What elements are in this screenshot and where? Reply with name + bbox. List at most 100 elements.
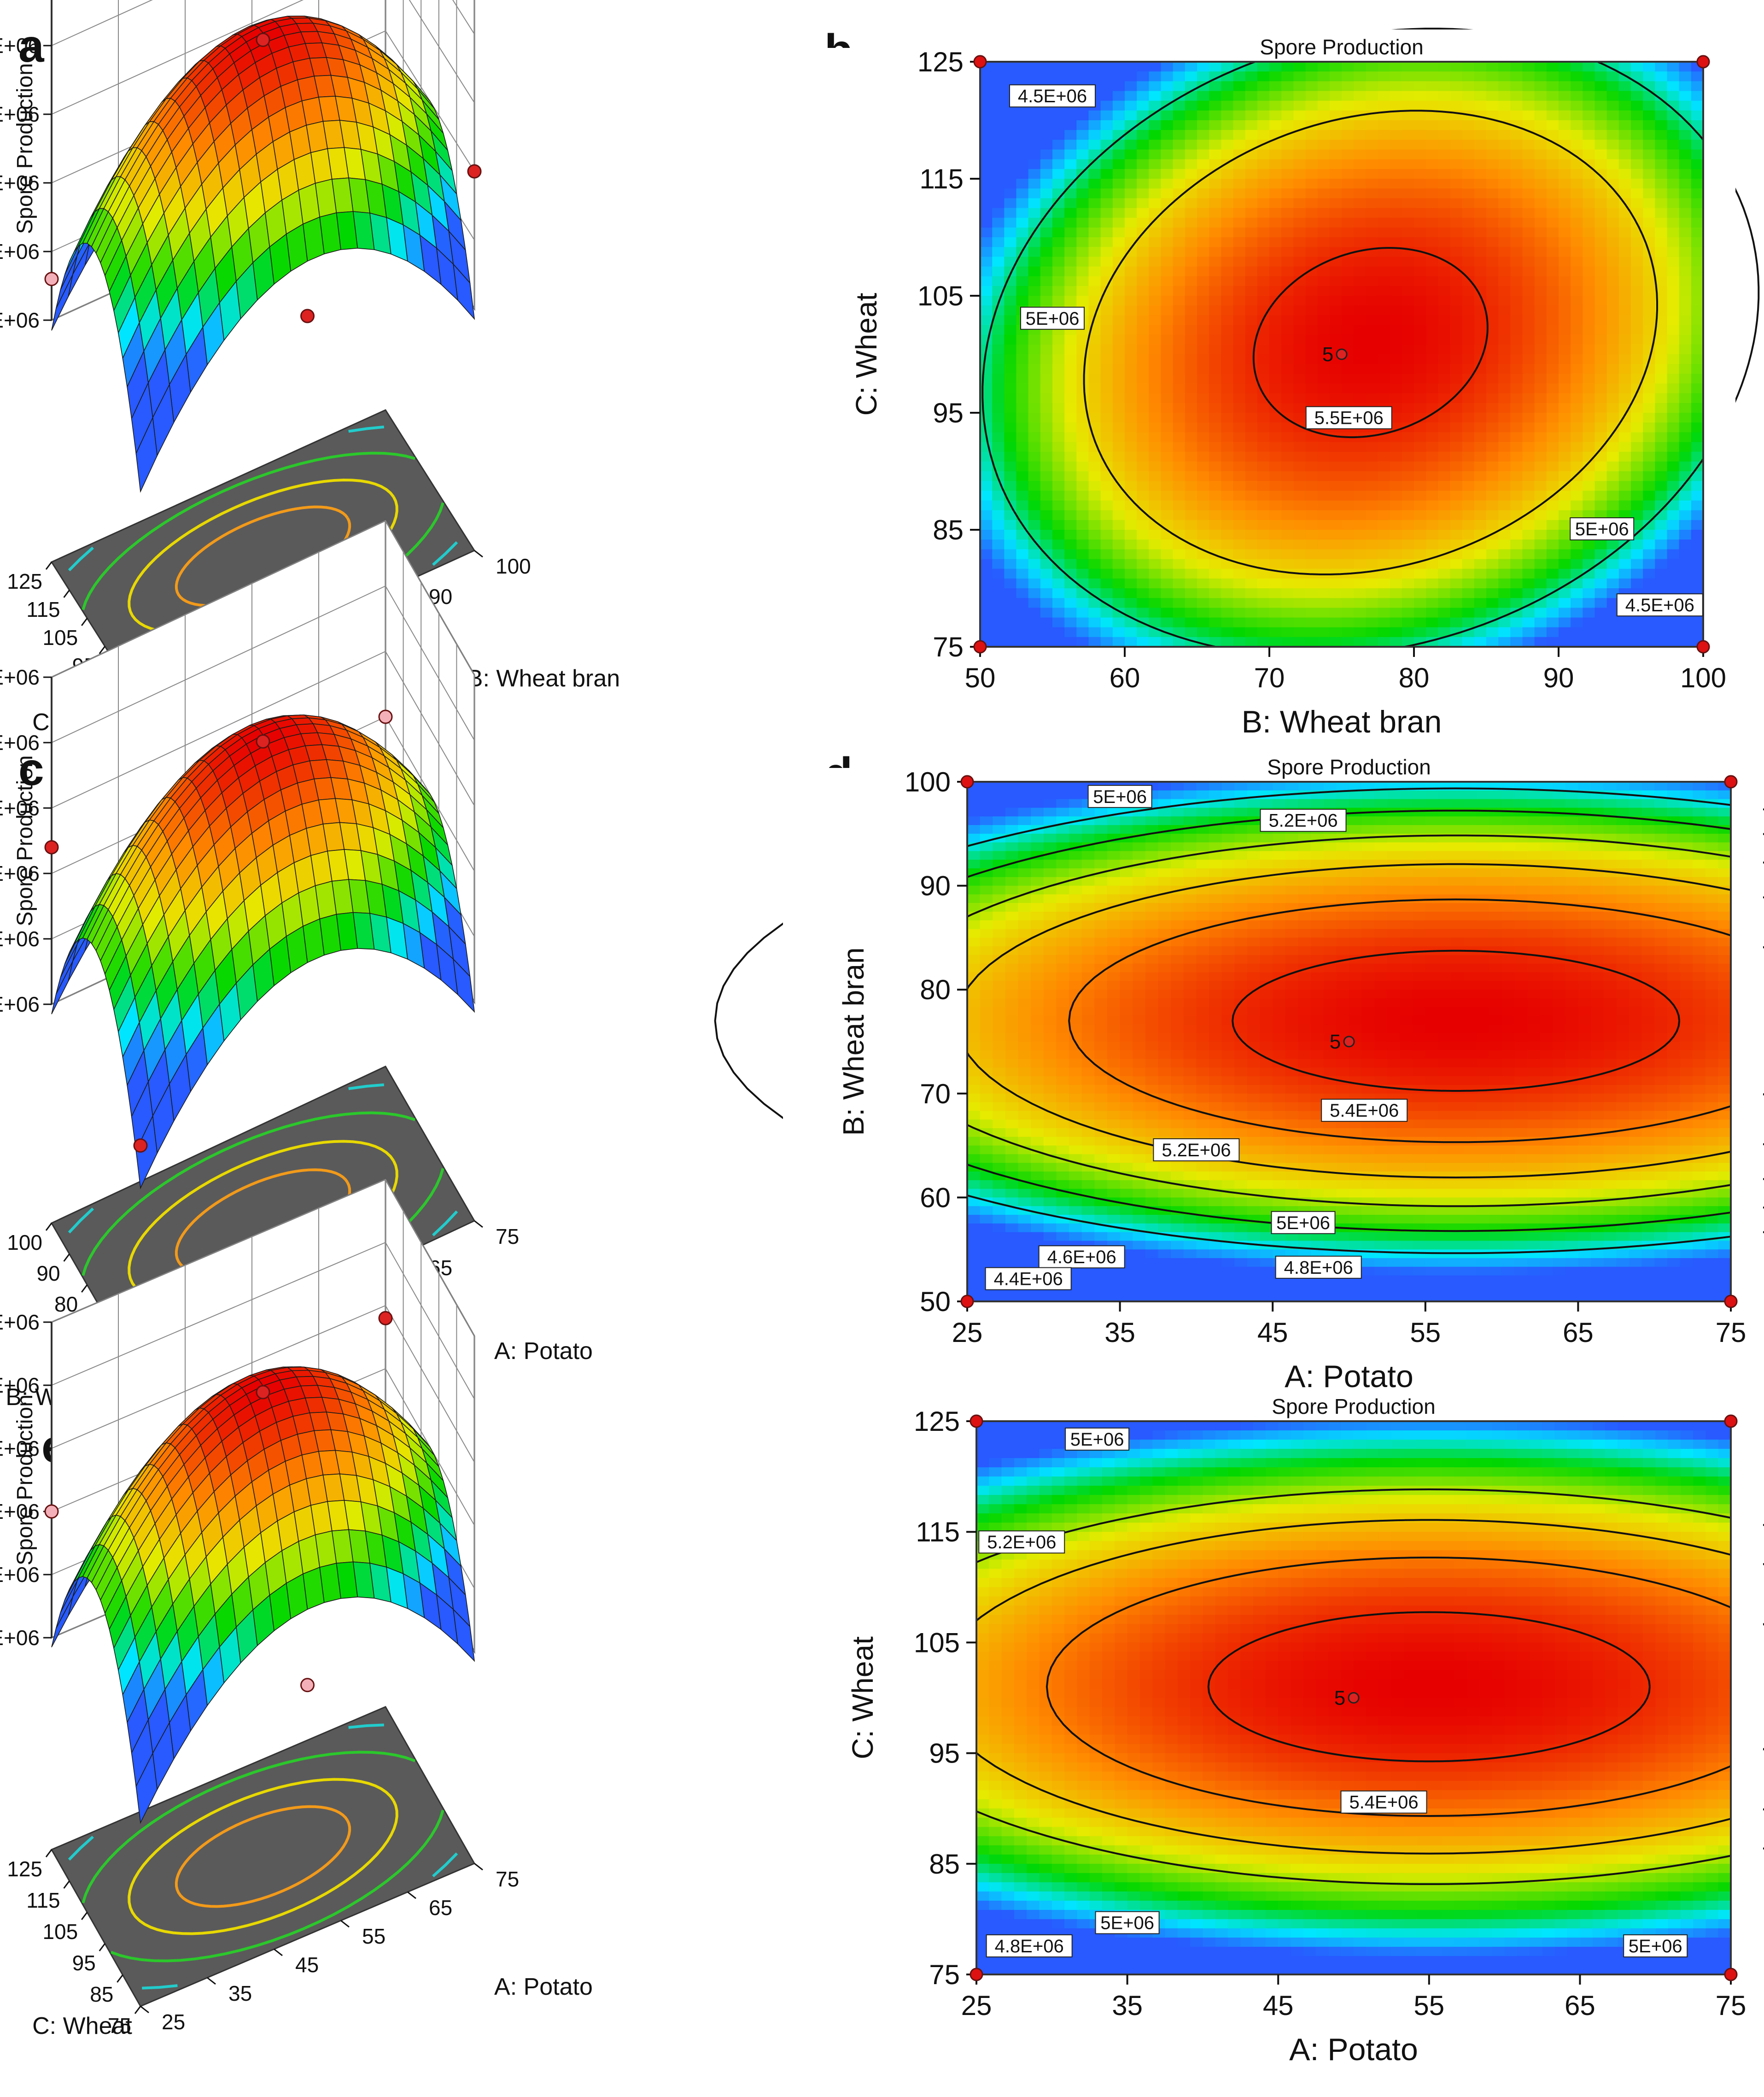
- heat-cell: [1137, 637, 1150, 647]
- heat-cell: [1583, 305, 1595, 316]
- heat-cell: [1293, 227, 1306, 238]
- frame-mask: [1703, 48, 1735, 661]
- heat-cell: [1209, 539, 1222, 550]
- heat-cell: [1606, 617, 1619, 628]
- heat-cell: [1655, 198, 1668, 209]
- heat-cell: [1173, 227, 1186, 238]
- heat-cell: [1510, 296, 1523, 306]
- heat-cell: [1125, 227, 1137, 238]
- heat-cell: [1571, 383, 1583, 394]
- heat-cell: [993, 816, 1006, 826]
- heat-cell: [1031, 877, 1044, 886]
- heat-cell: [1269, 217, 1282, 228]
- heat-cell: [1546, 286, 1559, 296]
- heat-cell: [1257, 286, 1270, 296]
- heat-cell: [1028, 296, 1041, 306]
- heat-cell: [1173, 344, 1186, 355]
- design-point: [973, 640, 987, 654]
- heat-cell: [1137, 296, 1150, 306]
- heat-cell: [1125, 500, 1137, 511]
- heat-cell: [1354, 354, 1367, 364]
- heat-cell: [1173, 130, 1186, 141]
- heat-cell: [1125, 305, 1137, 316]
- heat-cell: [1354, 266, 1367, 277]
- heat-cell: [1606, 393, 1619, 404]
- heat-cell: [980, 1215, 993, 1224]
- heat-cell: [1329, 393, 1342, 404]
- heat-cell: [1185, 520, 1197, 530]
- heat-cell: [1522, 510, 1535, 521]
- heat-cell: [1221, 179, 1234, 189]
- heat-cell: [1606, 588, 1619, 598]
- heat-cell: [1402, 549, 1414, 560]
- heat-cell: [1281, 364, 1294, 375]
- heat-cell: [1643, 198, 1656, 209]
- heat-cell: [1257, 130, 1270, 141]
- heat-cell: [1221, 500, 1234, 511]
- heat-cell: [1088, 334, 1101, 345]
- heat-cell: [1305, 588, 1318, 598]
- heat-cell: [1088, 530, 1101, 540]
- heat-cell: [1137, 140, 1150, 150]
- heat-cell: [1329, 149, 1342, 160]
- design-point: [256, 734, 270, 749]
- heat-cell: [1028, 198, 1041, 209]
- heat-cell: [1426, 510, 1439, 521]
- heat-cell: [1366, 383, 1378, 394]
- heat-cell: [1043, 833, 1057, 843]
- heat-cell: [1293, 471, 1306, 481]
- heat-cell: [980, 598, 993, 609]
- heat-cell: [1510, 140, 1523, 150]
- heat-cell: [1522, 62, 1535, 72]
- heat-cell: [1691, 354, 1704, 364]
- heat-cell: [1161, 71, 1174, 82]
- heat-cell: [1221, 188, 1234, 199]
- heat-cell: [1618, 500, 1631, 511]
- heat-cell: [1149, 198, 1162, 209]
- heat-cell: [1016, 451, 1029, 462]
- heat-cell: [1342, 510, 1354, 521]
- heat-cell: [1329, 637, 1342, 647]
- design-point: [133, 1138, 148, 1153]
- heat-cell: [1197, 530, 1209, 540]
- heat-cell: [1559, 568, 1571, 579]
- heat-cell: [1559, 208, 1571, 218]
- heat-cell: [1390, 588, 1402, 598]
- heat-cell: [1209, 276, 1222, 287]
- heat-cell: [1018, 998, 1031, 1007]
- heat-cell: [1040, 198, 1053, 209]
- heat-cell: [1149, 227, 1162, 238]
- heat-cell: [1510, 530, 1523, 540]
- heat-cell: [1402, 305, 1414, 316]
- heat-cell: [1498, 383, 1511, 394]
- heat-cell: [1088, 500, 1101, 511]
- heat-cell: [1510, 422, 1523, 433]
- heat-cell: [1498, 559, 1511, 569]
- heat-cell: [1221, 364, 1234, 375]
- heat-cell: [1005, 877, 1019, 886]
- heat-cell: [1342, 305, 1354, 316]
- heat-cell: [1100, 62, 1113, 72]
- heat-cell: [1402, 354, 1414, 364]
- heat-cell: [992, 559, 1005, 569]
- heat-cell: [1486, 520, 1499, 530]
- heat-cell: [1052, 237, 1065, 247]
- heat-cell: [1366, 100, 1378, 111]
- heat-cell: [1161, 169, 1174, 179]
- heat-cell: [1342, 637, 1354, 647]
- heat-cell: [980, 110, 993, 121]
- heat-cell: [980, 247, 993, 258]
- heat-cell: [1040, 354, 1053, 364]
- heat-cell: [1414, 286, 1426, 296]
- heat-cell: [1005, 885, 1019, 895]
- heat-cell: [1655, 413, 1668, 423]
- heat-cell: [1546, 257, 1559, 267]
- heat-cell: [1197, 578, 1209, 589]
- heat-cell: [1149, 461, 1162, 472]
- heat-cell: [1474, 159, 1487, 170]
- heat-cell: [1161, 179, 1174, 189]
- heat-cell: [1185, 549, 1197, 560]
- heat-cell: [1631, 539, 1643, 550]
- heat-cell: [1040, 491, 1053, 501]
- heat-cell: [1088, 149, 1101, 160]
